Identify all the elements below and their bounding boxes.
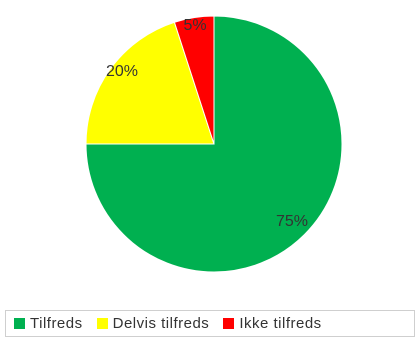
chart-legend: Tilfreds Delvis tilfreds Ikke tilfreds bbox=[5, 310, 415, 337]
legend-swatch-delvis-tilfreds bbox=[96, 318, 108, 329]
legend-item-ikke-tilfreds: Ikke tilfreds bbox=[223, 315, 321, 332]
legend-swatch-tilfreds bbox=[14, 318, 25, 329]
data-label-ikke-tilfreds: 5% bbox=[183, 17, 206, 34]
legend-label-delvis-tilfreds: Delvis tilfreds bbox=[112, 315, 210, 332]
legend-label-tilfreds: Tilfreds bbox=[30, 315, 83, 332]
pie-slice-ikke-tilfreds bbox=[173, 15, 215, 145]
legend-item-tilfreds: Tilfreds bbox=[14, 315, 83, 332]
data-label-tilfreds: 75% bbox=[276, 213, 308, 230]
legend-item-delvis-tilfreds: Delvis tilfreds bbox=[96, 315, 210, 332]
legend-swatch-ikke-tilfreds bbox=[223, 318, 235, 329]
data-label-delvis-tilfreds: 20% bbox=[106, 63, 138, 80]
pie-slice-tilfreds bbox=[85, 15, 343, 273]
pie-slice-delvis-tilfreds bbox=[85, 21, 215, 145]
pie-chart-canvas: 75% 20% 5% bbox=[85, 15, 343, 273]
legend-label-ikke-tilfreds: Ikke tilfreds bbox=[239, 315, 322, 332]
